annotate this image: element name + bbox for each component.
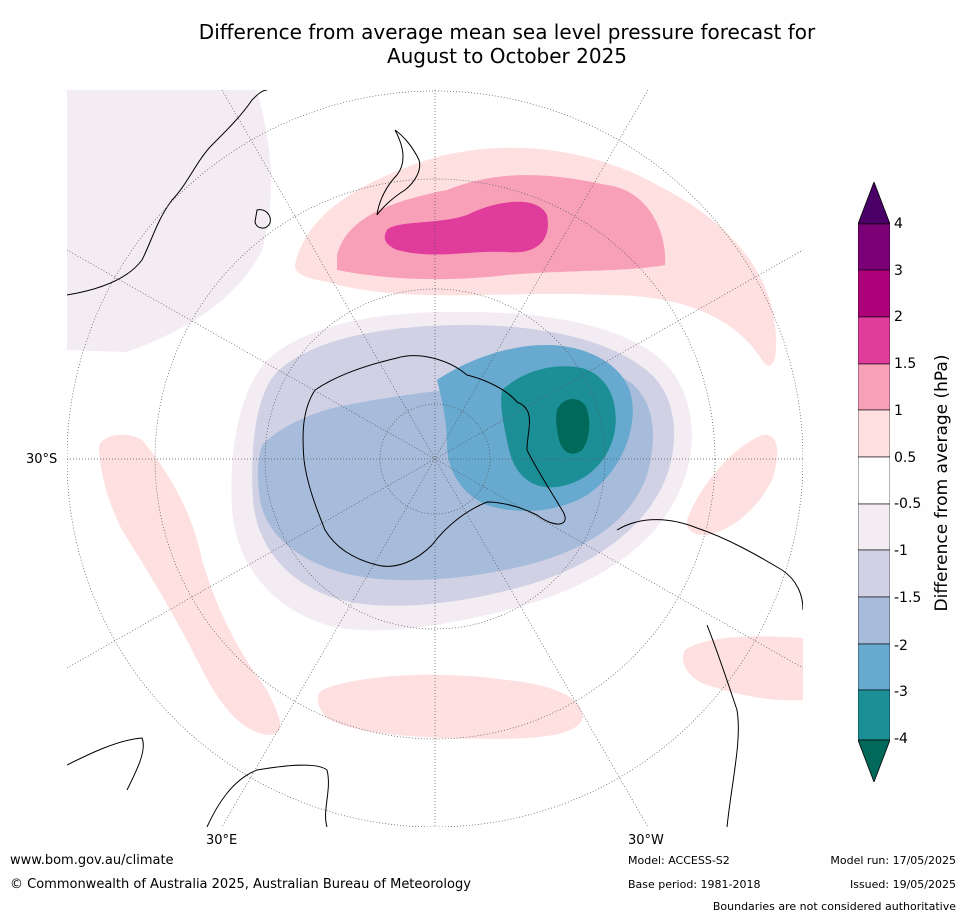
- website-link[interactable]: www.bom.gov.au/climate: [10, 853, 174, 868]
- colorbar-tick: -2: [894, 638, 908, 654]
- latitude-label-30s: 30°S: [26, 452, 58, 467]
- copyright-text: © Commonwealth of Australia 2025, Austra…: [10, 877, 471, 892]
- colorbar-title: Difference from average (hPa): [932, 354, 952, 612]
- title-line-1: Difference from average mean sea level p…: [198, 20, 816, 44]
- graticule: [67, 90, 803, 827]
- polar-map: [67, 90, 803, 827]
- map-title: Difference from average mean sea level p…: [0, 20, 965, 68]
- colorbar-segment: [857, 316, 891, 365]
- antarctica-coastline: [302, 355, 566, 567]
- colorbar-segment: [857, 596, 891, 645]
- anomaly-region-pos05-southeast: [683, 636, 803, 701]
- model-run-text: Model run: 17/05/2025: [830, 854, 956, 867]
- colorbar-tick: -4: [894, 731, 908, 747]
- colorbar-tick: -0.5: [894, 496, 922, 512]
- colorbar-tick: 2: [894, 309, 903, 325]
- colorbar: [857, 180, 891, 784]
- base-period-text: Base period: 1981-2018: [628, 878, 761, 891]
- anomaly-region-pos15: [384, 201, 548, 255]
- colorbar-segment: [857, 269, 891, 318]
- colorbar-tick: 0.5: [894, 450, 917, 466]
- longitude-label-30e: 30°E: [206, 833, 238, 848]
- colorbar-segment: [857, 363, 891, 411]
- tasmania-coastline: [254, 209, 271, 229]
- colorbar-tick: -1: [894, 543, 908, 559]
- colorbar-segment: [857, 643, 891, 691]
- issued-text: Issued: 19/05/2025: [849, 878, 956, 891]
- anomaly-region-neg4: [556, 398, 590, 454]
- colorbar-segment: [857, 503, 891, 551]
- colorbar-segment: [857, 223, 891, 271]
- longitude-label-30w: 30°W: [628, 833, 664, 848]
- australia-coastline: [67, 90, 268, 296]
- colorbar-segment: [857, 549, 891, 598]
- colorbar-extend-bottom: [857, 739, 891, 784]
- disclaimer-text: Boundaries are not considered authoritat…: [712, 900, 956, 913]
- colorbar-segment: [857, 689, 891, 741]
- colorbar-tick: 1.5: [894, 356, 917, 372]
- new-zealand-coastline: [376, 129, 421, 216]
- colorbar-tick: 4: [894, 216, 903, 232]
- title-line-2: August to October 2025: [386, 44, 628, 68]
- south-america-coastline: [616, 519, 803, 827]
- anomaly-region-neg05-australia: [67, 90, 272, 352]
- anomaly-region-pos05-south: [317, 674, 583, 739]
- colorbar-segment: [857, 456, 891, 505]
- colorbar-tick: 3: [894, 263, 903, 279]
- anomaly-region-pos05-west: [98, 434, 281, 735]
- model-text: Model: ACCESS-S2: [628, 854, 730, 867]
- anomaly-region-pos05-east: [686, 434, 778, 536]
- colorbar-tick: 1: [894, 403, 903, 419]
- colorbar-tick: -1.5: [894, 590, 922, 606]
- southern-africa-coastline: [67, 737, 329, 827]
- colorbar-tick: -3: [894, 684, 908, 700]
- colorbar-segment: [857, 409, 891, 458]
- colorbar-extend-top: [857, 180, 891, 225]
